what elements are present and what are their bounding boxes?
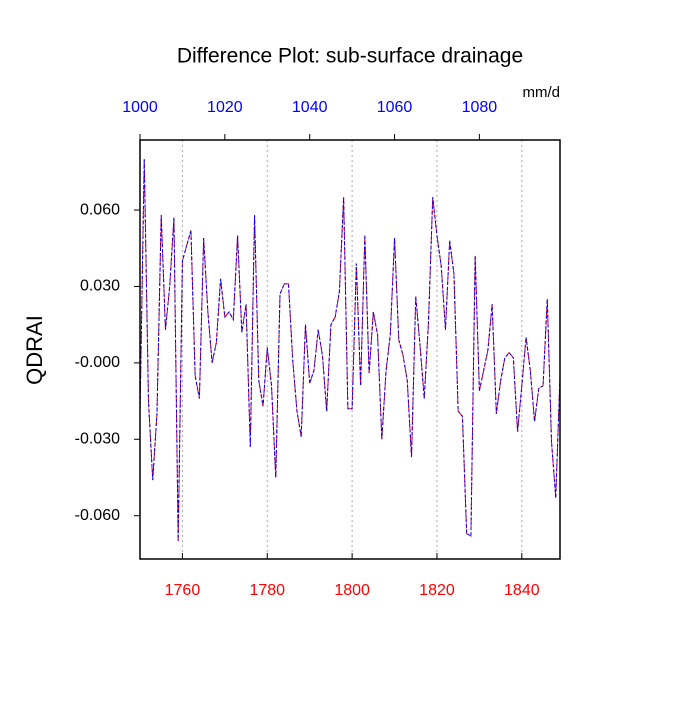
- y-axis-label: QDRAI: [22, 315, 47, 385]
- x-tick-label: 1760: [165, 582, 201, 599]
- x-tick-label: 1800: [334, 582, 370, 599]
- x-tick-label: 1820: [419, 582, 455, 599]
- y-tick-label: 0.060: [80, 201, 120, 218]
- x-tick-label: 1780: [249, 582, 285, 599]
- series-line: [139, 159, 561, 542]
- x2-tick-label: 1000: [122, 99, 158, 116]
- x2-tick-label: 1080: [462, 99, 498, 116]
- chart-title: Difference Plot: sub-surface drainage: [177, 45, 523, 68]
- y-tick-label: -0.060: [75, 507, 120, 524]
- y-tick-label: -0.030: [75, 431, 120, 448]
- y-tick-label: -0.000: [75, 354, 120, 371]
- x2-tick-label: 1060: [377, 99, 413, 116]
- x2-tick-label: 1020: [207, 99, 243, 116]
- x-tick-label: 1840: [504, 582, 540, 599]
- y-tick-label: 0.030: [80, 278, 120, 295]
- plot-frame: [139, 139, 561, 560]
- units-label: mm/d: [523, 84, 561, 101]
- x2-tick-label: 1040: [292, 99, 328, 116]
- series-line: [139, 159, 561, 542]
